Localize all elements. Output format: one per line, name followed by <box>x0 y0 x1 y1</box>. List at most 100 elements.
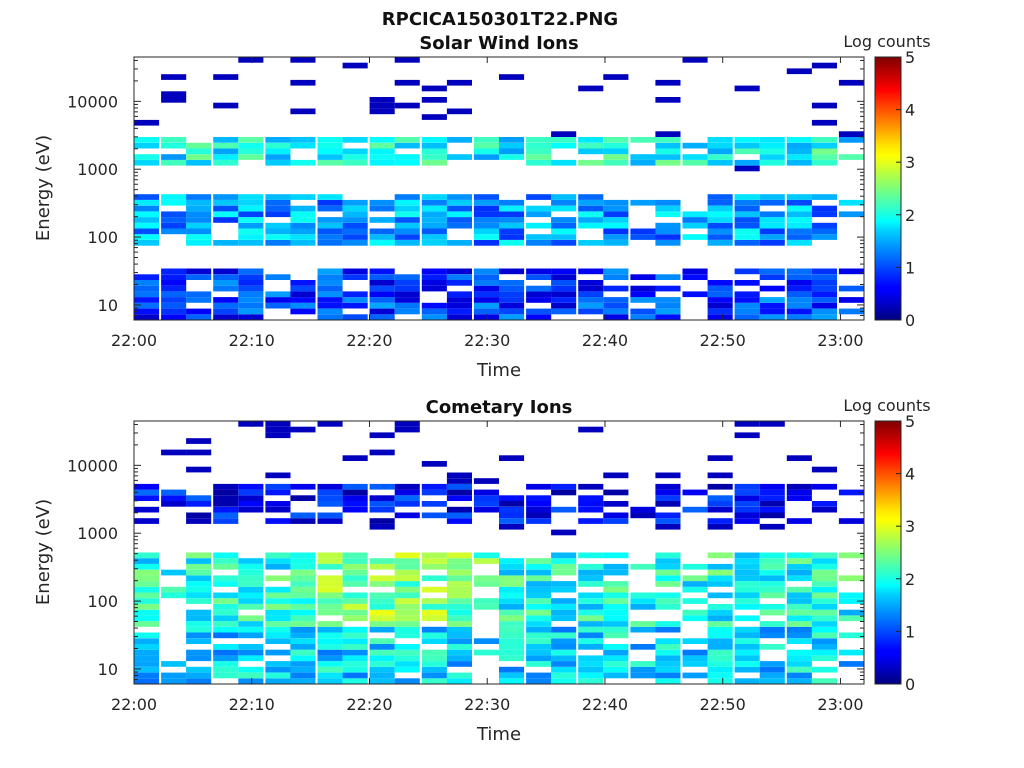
heatmap-cell <box>603 615 629 622</box>
heatmap-cell <box>499 154 525 160</box>
heatmap-cell <box>551 280 577 286</box>
heatmap-cell <box>759 302 785 309</box>
heatmap-cell <box>134 489 160 496</box>
heatmap-cell <box>421 563 447 570</box>
heatmap-cell <box>786 621 812 627</box>
heatmap-cell <box>446 79 472 86</box>
heatmap-cell <box>655 621 681 627</box>
heatmap-cell <box>394 234 420 240</box>
heatmap-cell <box>786 649 812 656</box>
panel-title: Solar Wind Ions <box>419 33 578 54</box>
heatmap-cell <box>526 291 552 298</box>
heatmap-cell <box>811 586 837 593</box>
heatmap-cell <box>759 159 785 166</box>
heatmap-cell <box>838 131 864 137</box>
heatmap-cell <box>290 137 316 143</box>
heatmap-cell <box>786 586 812 593</box>
heatmap-cell <box>682 661 708 667</box>
panel-title: Cometary Ions <box>426 397 573 418</box>
heatmap-cell <box>342 211 368 218</box>
heatmap-cell <box>446 518 472 524</box>
heatmap-cell <box>811 558 837 564</box>
heatmap-cell <box>551 268 577 275</box>
heatmap-cell <box>655 626 681 633</box>
heatmap-cell <box>186 581 212 587</box>
colorbar-label: Log counts <box>843 32 930 51</box>
heatmap-cell <box>342 506 368 513</box>
heatmap-cell <box>369 592 395 599</box>
heatmap-cell <box>551 678 577 684</box>
heatmap-cell <box>551 228 577 235</box>
heatmap-cell <box>526 285 552 292</box>
heatmap-cell <box>603 518 629 524</box>
heatmap-cell <box>238 672 264 679</box>
heatmap-cell <box>342 455 368 461</box>
heatmap-cell <box>526 234 552 240</box>
heatmap-cell <box>759 626 785 633</box>
heatmap-cell <box>342 489 368 496</box>
heatmap-cell <box>213 285 239 292</box>
heatmap-cell <box>603 228 629 235</box>
heatmap-cell <box>213 644 239 650</box>
heatmap-cell <box>421 461 447 467</box>
heatmap-cell <box>161 592 187 599</box>
heatmap-cell <box>838 575 864 582</box>
heatmap-cell <box>317 512 343 519</box>
heatmap-cell <box>265 632 291 639</box>
heatmap-cell <box>134 211 160 218</box>
heatmap-cell <box>317 626 343 633</box>
heatmap-cell <box>369 234 395 240</box>
heatmap-cell <box>786 211 812 218</box>
heatmap-cell <box>161 274 187 280</box>
heatmap-cell <box>186 678 212 684</box>
heatmap-cell <box>369 159 395 166</box>
heatmap-cell <box>213 268 239 275</box>
heatmap-cell <box>213 308 239 315</box>
heatmap-cell <box>578 552 604 559</box>
x-axis-label: Time <box>476 724 521 745</box>
heatmap-cell <box>603 314 629 320</box>
heatmap-cell <box>238 615 264 622</box>
heatmap-cell <box>551 234 577 240</box>
heatmap-cell <box>290 79 316 86</box>
heatmap-cell <box>786 672 812 679</box>
heatmap-cell <box>499 586 525 593</box>
heatmap-cell <box>369 581 395 587</box>
heatmap-cell <box>838 592 864 599</box>
heatmap-cell <box>759 234 785 240</box>
heatmap-cell <box>161 661 187 667</box>
heatmap-cell <box>655 575 681 582</box>
heatmap-cell <box>290 285 316 292</box>
heatmap-cell <box>265 291 291 298</box>
heatmap-cell <box>551 586 577 593</box>
heatmap-cell <box>682 575 708 582</box>
heatmap-cell <box>473 552 499 559</box>
heatmap-cell <box>186 649 212 656</box>
heatmap-cell <box>734 194 760 200</box>
heatmap-cell <box>394 621 420 627</box>
heatmap-cell <box>759 194 785 200</box>
heatmap-cell <box>734 501 760 507</box>
heatmap-cell <box>734 661 760 667</box>
heatmap-cell <box>421 666 447 673</box>
heatmap-cell <box>759 240 785 246</box>
heatmap-cell <box>707 569 733 576</box>
heatmap-cell <box>446 661 472 667</box>
heatmap-cell <box>342 274 368 280</box>
colorbar <box>874 56 902 321</box>
heatmap-cell <box>786 268 812 275</box>
heatmap-cell <box>734 432 760 439</box>
heatmap-cell <box>317 137 343 143</box>
heatmap-cell <box>526 609 552 616</box>
heatmap-cell <box>342 563 368 570</box>
heatmap-cell <box>446 552 472 559</box>
heatmap-cell <box>499 609 525 616</box>
heatmap-cell <box>290 194 316 200</box>
heatmap-cell <box>786 291 812 298</box>
heatmap-cell <box>317 598 343 604</box>
heatmap-cell <box>734 512 760 519</box>
heatmap-cell <box>446 280 472 286</box>
heatmap-cell <box>446 154 472 160</box>
heatmap-cell <box>499 148 525 155</box>
heatmap-cell <box>394 222 420 229</box>
